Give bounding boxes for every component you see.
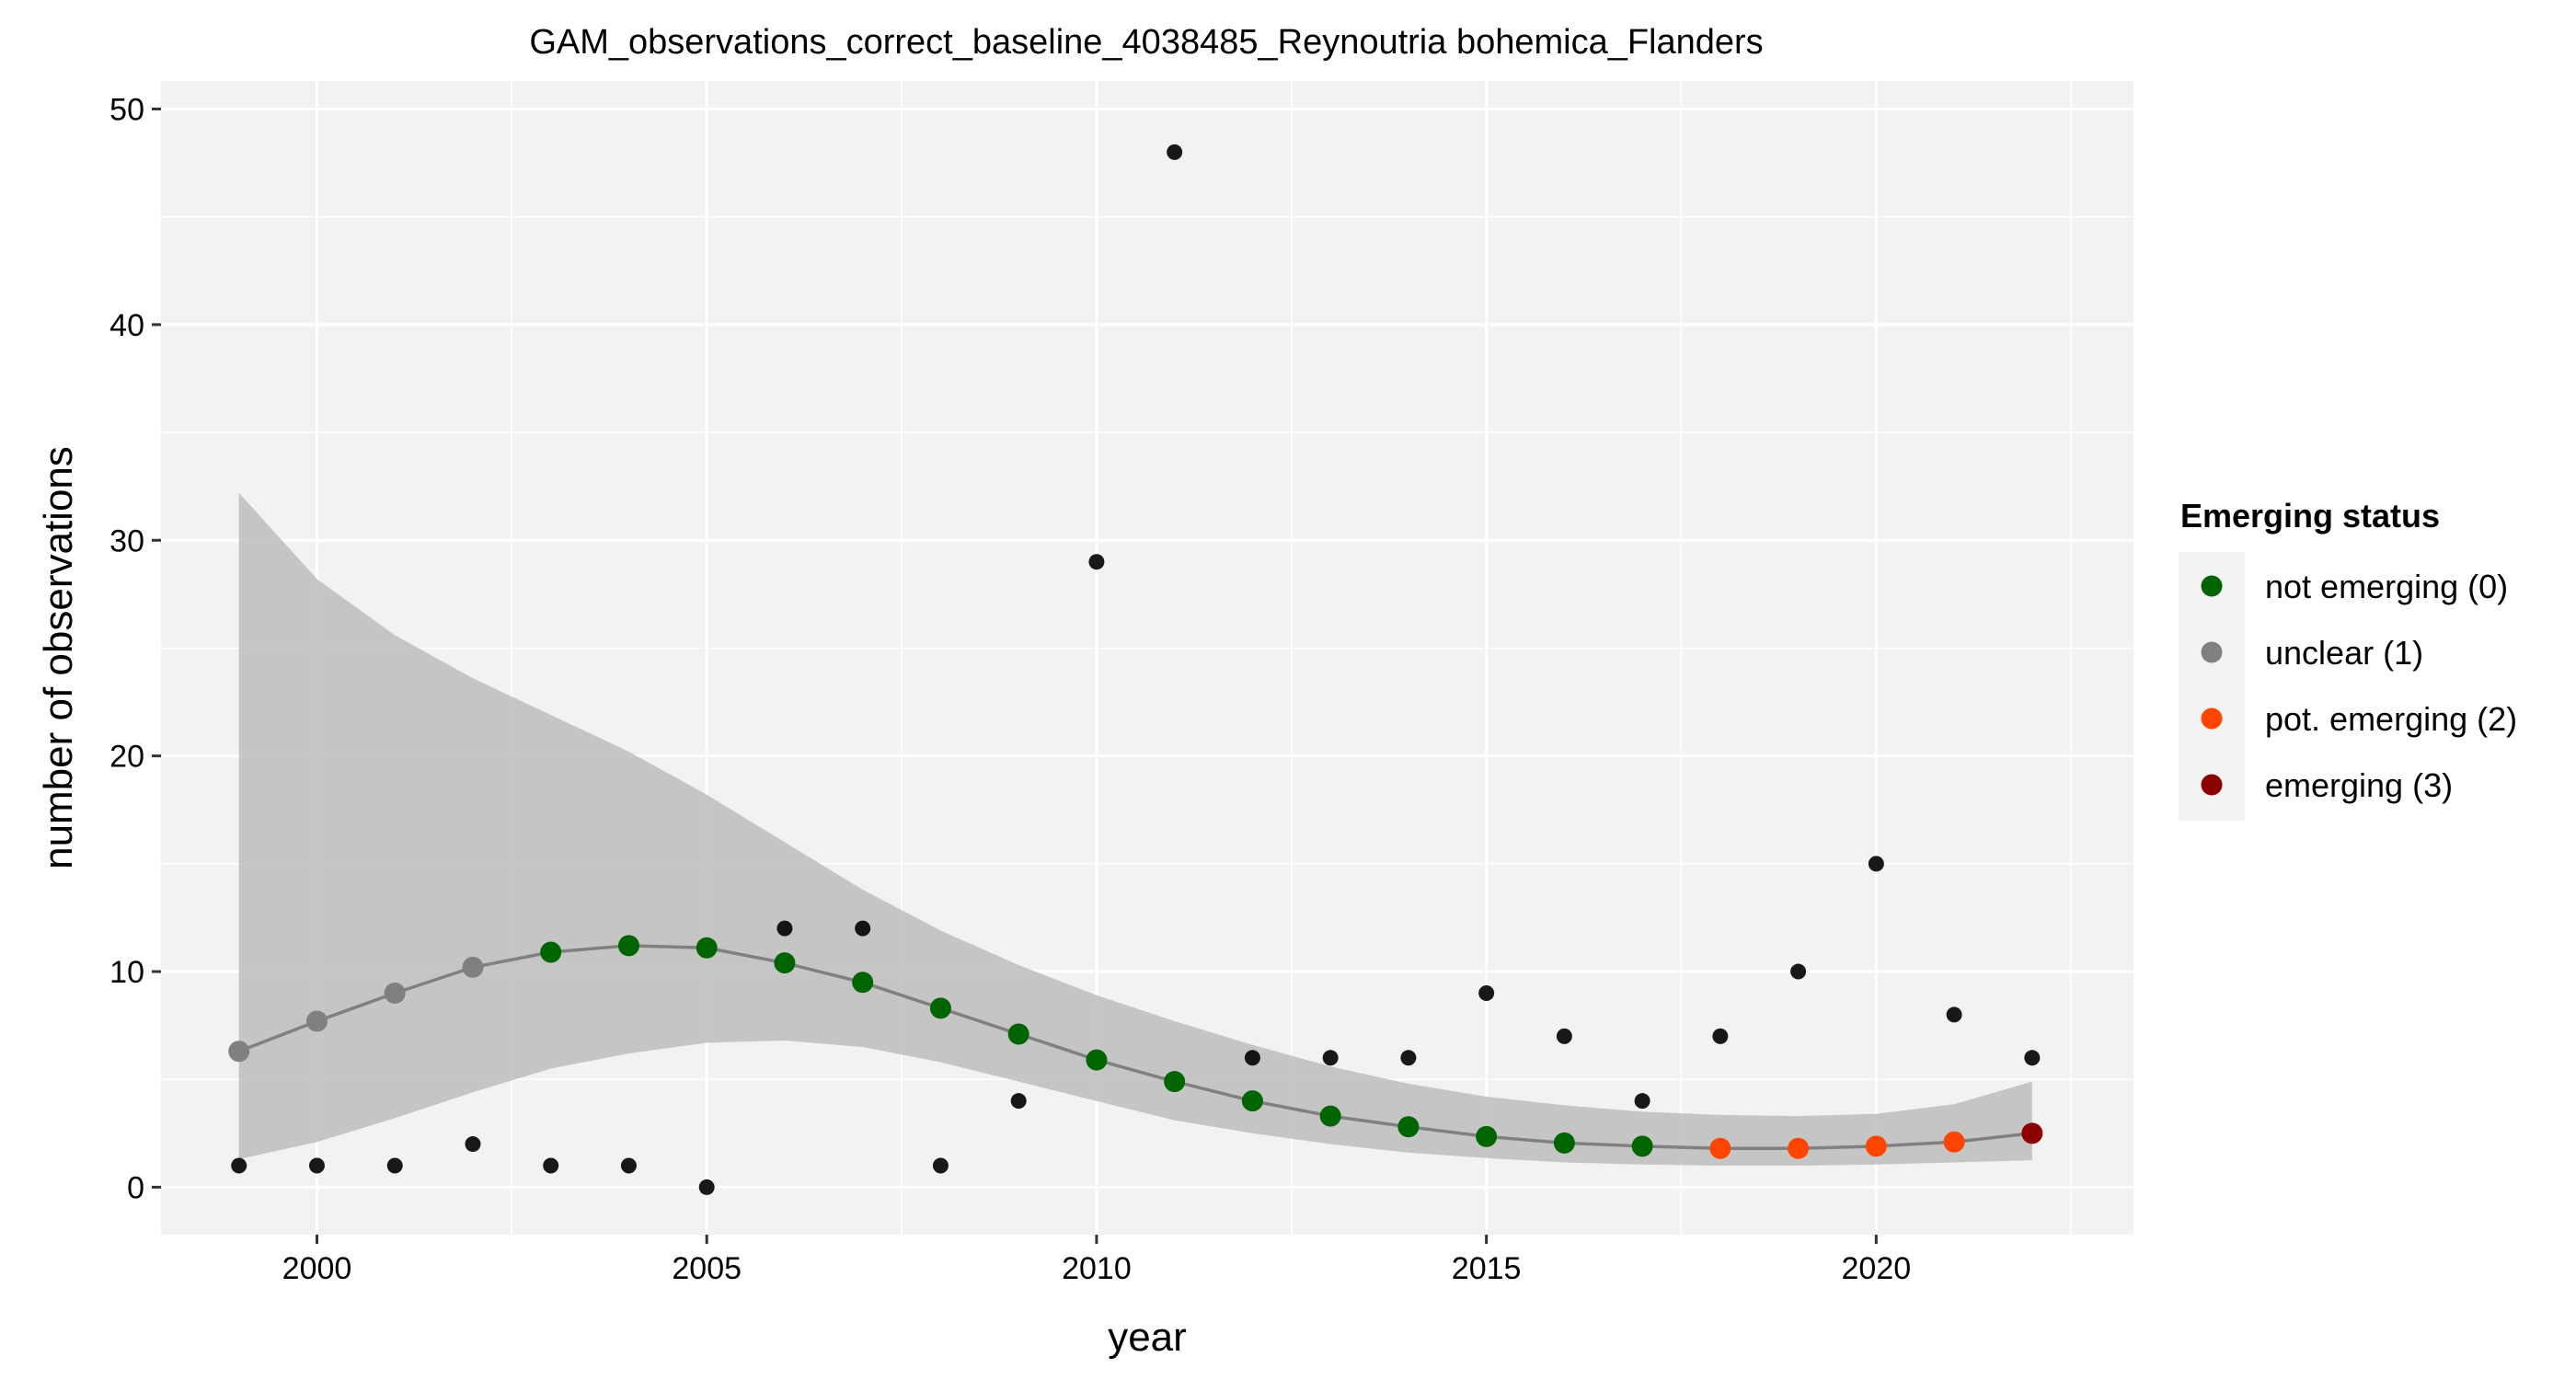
observation-point [308, 1157, 325, 1174]
chart-title: GAM_observations_correct_baseline_403848… [529, 23, 1763, 62]
observation-point [1868, 856, 1884, 872]
status-point [852, 972, 874, 994]
legend-label: not emerging (0) [2265, 568, 2508, 605]
confidence-ribbon [238, 492, 2032, 1166]
status-point [2021, 1122, 2043, 1144]
legend-key [2201, 774, 2223, 796]
status-point [1397, 1116, 1420, 1138]
observation-point [231, 1157, 247, 1174]
status-point [540, 941, 562, 963]
legend-label: emerging (3) [2265, 766, 2453, 804]
fitted-trend-line [238, 944, 2032, 1150]
status-point [1164, 1071, 1186, 1093]
y-tick-label: 20 [109, 740, 144, 775]
observation-point [1712, 1028, 1729, 1044]
observation-point [1400, 1050, 1417, 1066]
x-tick-label: 2010 [1062, 1251, 1132, 1286]
observation-point [932, 1157, 949, 1174]
y-tick-label: 0 [127, 1170, 144, 1205]
status-point [617, 935, 639, 957]
legend-key [2201, 575, 2223, 597]
x-tick-label: 2020 [1842, 1251, 1912, 1286]
observation-point [620, 1157, 637, 1174]
status-point [462, 956, 484, 978]
status-point [774, 952, 796, 974]
observation-point [1634, 1093, 1650, 1110]
observation-point [465, 1136, 481, 1153]
status-point [384, 982, 406, 1004]
legend-label: unclear (1) [2265, 634, 2423, 672]
x-tick-label: 2000 [282, 1251, 352, 1286]
status-point [696, 937, 718, 959]
y-axis-title: number of observations [36, 446, 81, 869]
observation-point [855, 920, 871, 937]
status-point [1241, 1090, 1263, 1112]
observation-point [1946, 1006, 1962, 1023]
status-point [1086, 1049, 1108, 1071]
status-point [1631, 1135, 1653, 1157]
x-axis-title: year [1108, 1315, 1187, 1360]
observation-point [776, 920, 793, 937]
observation-point [386, 1157, 403, 1174]
legend-key [2201, 707, 2223, 730]
y-tick-label: 40 [109, 308, 144, 343]
observation-point [698, 1179, 715, 1195]
observation-point [543, 1157, 559, 1174]
legend: Emerging status not emerging (0) unclear … [2179, 497, 2517, 821]
axes: 0 10 20 30 40 50 2000 2005 2010 2015 2020 [109, 92, 1911, 1286]
observation-point [1322, 1050, 1339, 1066]
observation-point [1010, 1093, 1027, 1110]
status-point [929, 997, 951, 1019]
observation-point [2024, 1050, 2041, 1066]
legend-key [2201, 641, 2223, 663]
status-point [1943, 1131, 1965, 1153]
y-tick-label: 10 [109, 955, 144, 990]
observation-point [1790, 963, 1807, 980]
status-point [228, 1041, 250, 1063]
status-point [305, 1010, 328, 1032]
status-point [1319, 1105, 1341, 1127]
x-tick-label: 2005 [672, 1251, 742, 1286]
observation-point [1478, 984, 1495, 1001]
status-point [1709, 1137, 1731, 1159]
legend-label: pot. emerging (2) [2265, 700, 2517, 738]
status-point [1007, 1023, 1029, 1045]
status-point [1788, 1137, 1810, 1159]
status-point [1553, 1132, 1575, 1154]
observation-point [1088, 554, 1105, 570]
y-tick-label: 50 [109, 92, 144, 127]
y-tick-label: 30 [109, 523, 144, 558]
status-point [1476, 1125, 1498, 1147]
status-point [1865, 1135, 1887, 1157]
x-tick-label: 2015 [1452, 1251, 1522, 1286]
observation-points [231, 144, 2041, 1195]
legend-title: Emerging status [2180, 497, 2440, 535]
status-points [228, 935, 2043, 1159]
observation-point [1556, 1028, 1572, 1044]
observation-point [1244, 1050, 1260, 1066]
observation-point [1167, 144, 1183, 160]
